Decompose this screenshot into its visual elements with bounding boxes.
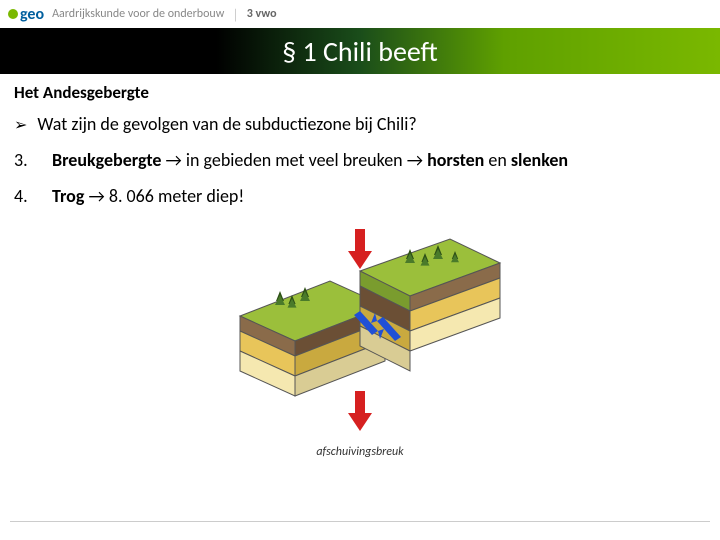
bullet-arrow-icon: ➢ — [14, 115, 27, 135]
logo-dot-icon — [8, 9, 18, 19]
logo-text: geo — [20, 5, 44, 24]
numbered-item: 3. Breukgebergte → in gebieden met veel b… — [14, 149, 706, 171]
numbered-item: 4. Trog → 8. 066 meter diep! — [14, 185, 706, 207]
fault-block-diagram — [210, 221, 510, 441]
header-divider: | — [232, 6, 238, 23]
page-title: § 1 Chili beeft — [282, 34, 438, 69]
question-row: ➢ Wat zijn de gevolgen van de subductiez… — [14, 113, 706, 135]
header-bar: geo Aardrijkskunde voor de onderbouw | 3… — [0, 0, 720, 28]
question-text: Wat zijn de gevolgen van de subductiezon… — [37, 113, 416, 135]
section-heading: Het Andesgebergte — [14, 82, 706, 103]
footer-divider — [10, 521, 710, 522]
item-number: 3. — [14, 149, 34, 171]
title-band: § 1 Chili beeft — [0, 28, 720, 74]
content-area: Het Andesgebergte ➢ Wat zijn de gevolgen… — [0, 74, 720, 467]
item-text: Breukgebergte → in gebieden met veel bre… — [52, 149, 568, 171]
diagram-caption: afschuivingsbreuk — [316, 445, 403, 459]
logo: geo — [8, 5, 44, 24]
header-subtitle: Aardrijkskunde voor de onderbouw — [52, 7, 224, 21]
item-text: Trog → 8. 066 meter diep! — [52, 185, 244, 207]
item-number: 4. — [14, 185, 34, 207]
header-level: 3 vwo — [247, 7, 277, 21]
diagram-container: afschuivingsbreuk — [14, 221, 706, 459]
